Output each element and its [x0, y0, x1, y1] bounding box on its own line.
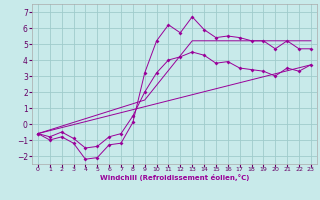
- X-axis label: Windchill (Refroidissement éolien,°C): Windchill (Refroidissement éolien,°C): [100, 174, 249, 181]
